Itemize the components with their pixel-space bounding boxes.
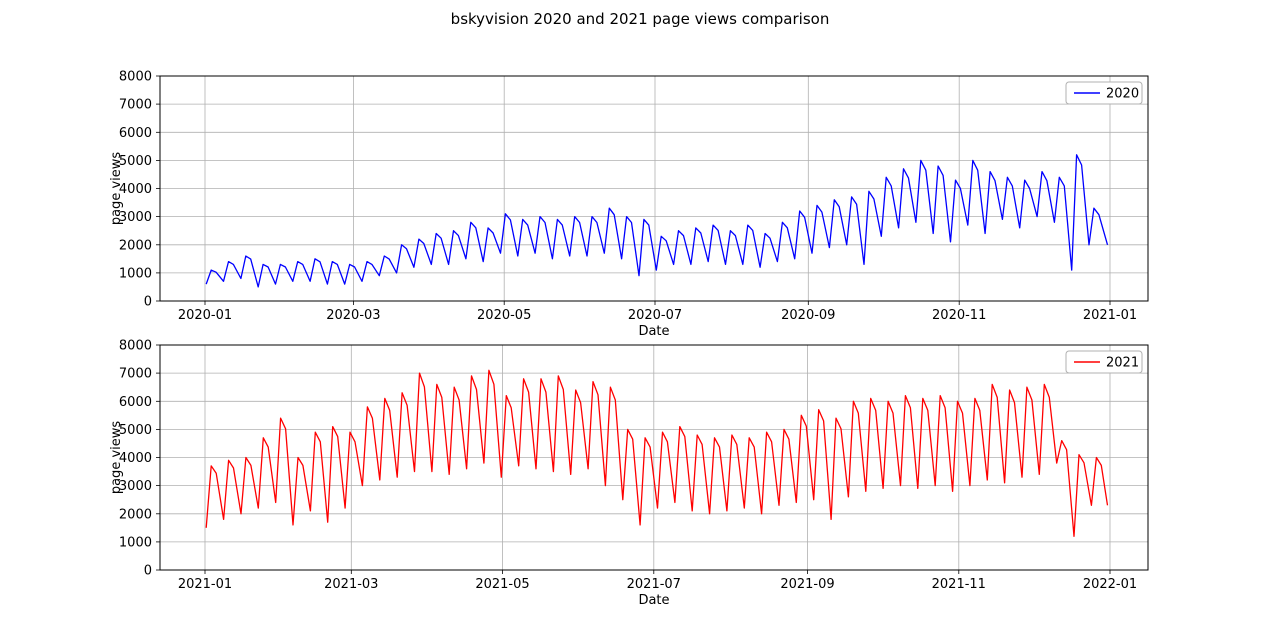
- y-tick-label: 6000: [119, 126, 152, 141]
- y-tick-label: 6000: [119, 395, 152, 410]
- x-tick-label: 2020-03: [326, 308, 380, 323]
- legend-box: [1065, 81, 1143, 105]
- y-tick-label: 7000: [119, 98, 152, 113]
- x-tick-label: 2021-01: [178, 577, 232, 592]
- y-tick-label: 5000: [119, 423, 152, 438]
- x-tick-label: 2020-07: [628, 308, 682, 323]
- x-tick-label: 2020-01: [178, 308, 232, 323]
- legend-label: 2020: [1106, 87, 1139, 102]
- x-axis-label: Date: [638, 593, 669, 608]
- series-line-2020: [205, 154, 1109, 288]
- y-tick-label: 2000: [119, 238, 152, 253]
- x-tick-label: 2021-05: [475, 577, 529, 592]
- y-tick-label: 3000: [119, 210, 152, 225]
- legend-box: [1065, 350, 1143, 374]
- y-tick-label: 7000: [119, 367, 152, 382]
- x-axis-label: Date: [638, 324, 669, 339]
- legend-label: 2021: [1106, 356, 1139, 371]
- y-axis-label: page views: [109, 421, 124, 495]
- y-tick-label: 1000: [119, 266, 152, 281]
- subplot-2020: 0 1000 2000 3000 4000 5000 6000 7000 8000 2020-01…: [109, 70, 1149, 339]
- x-tick-label: 2021-03: [324, 577, 378, 592]
- y-tick-label: 5000: [119, 154, 152, 169]
- x-tick-label: 2021-07: [627, 577, 681, 592]
- y-tick-label: 8000: [119, 339, 152, 354]
- y-tick-label: 3000: [119, 479, 152, 494]
- x-tick-label: 2021-11: [932, 577, 986, 592]
- y-tick-label: 8000: [119, 70, 152, 85]
- y-tick-label: 4000: [119, 182, 152, 197]
- y-tick-label: 0: [144, 564, 152, 579]
- y-tick-label: 1000: [119, 535, 152, 550]
- x-tick-label: 2020-05: [477, 308, 531, 323]
- series-line-2021: [205, 369, 1109, 537]
- subplot-2021: 0 1000 2000 3000 4000 5000 6000 7000 8000 2021-01…: [109, 339, 1149, 608]
- y-tick-label: 2000: [119, 507, 152, 522]
- x-tick-label: 2022-01: [1083, 577, 1137, 592]
- x-tick-label: 2020-09: [781, 308, 835, 323]
- figure-title: bskyvision 2020 and 2021 page views comp…: [450, 10, 830, 28]
- y-axis-label: page views: [109, 152, 124, 226]
- y-tick-label: 4000: [119, 451, 152, 466]
- x-tick-label: 2021-09: [780, 577, 834, 592]
- y-tick-label: 0: [144, 295, 152, 310]
- x-tick-label: 2021-01: [1083, 308, 1137, 323]
- x-tick-label: 2020-11: [932, 308, 986, 323]
